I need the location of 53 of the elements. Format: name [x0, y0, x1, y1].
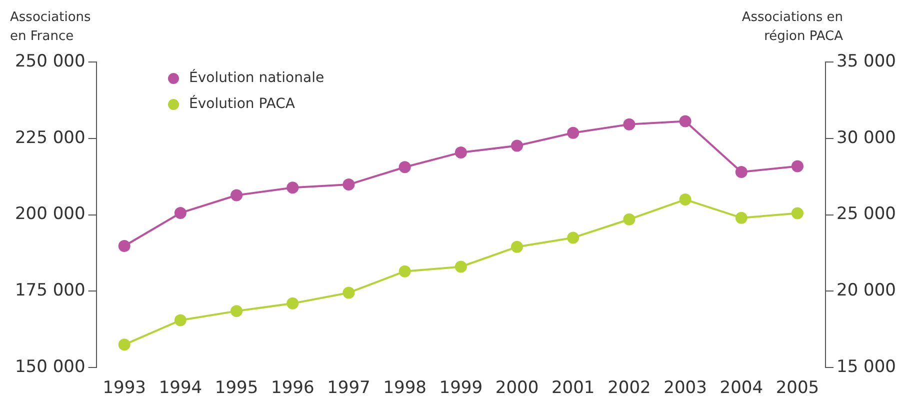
y2-tick-label: 15 000: [836, 357, 896, 378]
x-tick-label: 1997: [327, 378, 370, 398]
point: [118, 240, 130, 252]
y-tick-label: 200 000: [14, 204, 86, 224]
point: [286, 297, 299, 310]
point: [398, 265, 411, 278]
point: [174, 314, 186, 326]
y-axis-title: Associations en France: [10, 9, 91, 46]
x-tick-label: 1996: [270, 378, 314, 398]
legend-label: Évolution nationale: [189, 70, 324, 86]
y2-tick-label: 35 000: [836, 51, 896, 72]
point: [174, 206, 186, 219]
point: [398, 161, 411, 174]
point: [230, 305, 243, 318]
point: [791, 160, 804, 172]
y-tick-label: 225 000: [14, 128, 86, 148]
x-tick-label: 2000: [495, 378, 539, 398]
y-tick-label: 175 000: [14, 280, 86, 301]
y2-axis-title: Associations en région PACA: [742, 9, 843, 46]
point: [342, 286, 355, 299]
x-tick-label: 1993: [102, 378, 146, 398]
point: [567, 126, 580, 139]
x-tick-label: 1998: [383, 378, 426, 398]
point: [454, 146, 467, 158]
point: [791, 207, 804, 220]
point: [118, 338, 130, 351]
point: [286, 182, 299, 194]
x-tick-label: 2003: [664, 378, 707, 398]
y2-tick-label: 30 000: [836, 128, 896, 148]
y-tick-label: 250 000: [14, 51, 86, 72]
x-tick-label: 1999: [439, 378, 483, 398]
point: [679, 115, 692, 128]
x-tick-label: 2002: [608, 378, 651, 398]
point: [679, 194, 692, 206]
y2-tick-label: 25 000: [836, 204, 896, 224]
point: [735, 212, 748, 224]
x-tick-label: 2005: [776, 378, 820, 398]
point: [623, 118, 636, 130]
x-tick-label: 1995: [214, 378, 258, 398]
point: [342, 178, 355, 191]
point: [511, 240, 523, 253]
legend-label: Évolution PACA: [189, 96, 295, 112]
x-tick-label: 2004: [720, 378, 764, 398]
x-tick-label: 2001: [551, 378, 595, 398]
point: [735, 166, 748, 178]
point: [623, 213, 636, 226]
point: [567, 232, 580, 244]
x-tick-label: 1994: [158, 378, 202, 398]
point: [230, 189, 243, 202]
y2-tick-label: 20 000: [836, 280, 896, 301]
y-tick-label: 150 000: [14, 357, 86, 378]
point: [511, 140, 523, 152]
point: [454, 260, 467, 273]
